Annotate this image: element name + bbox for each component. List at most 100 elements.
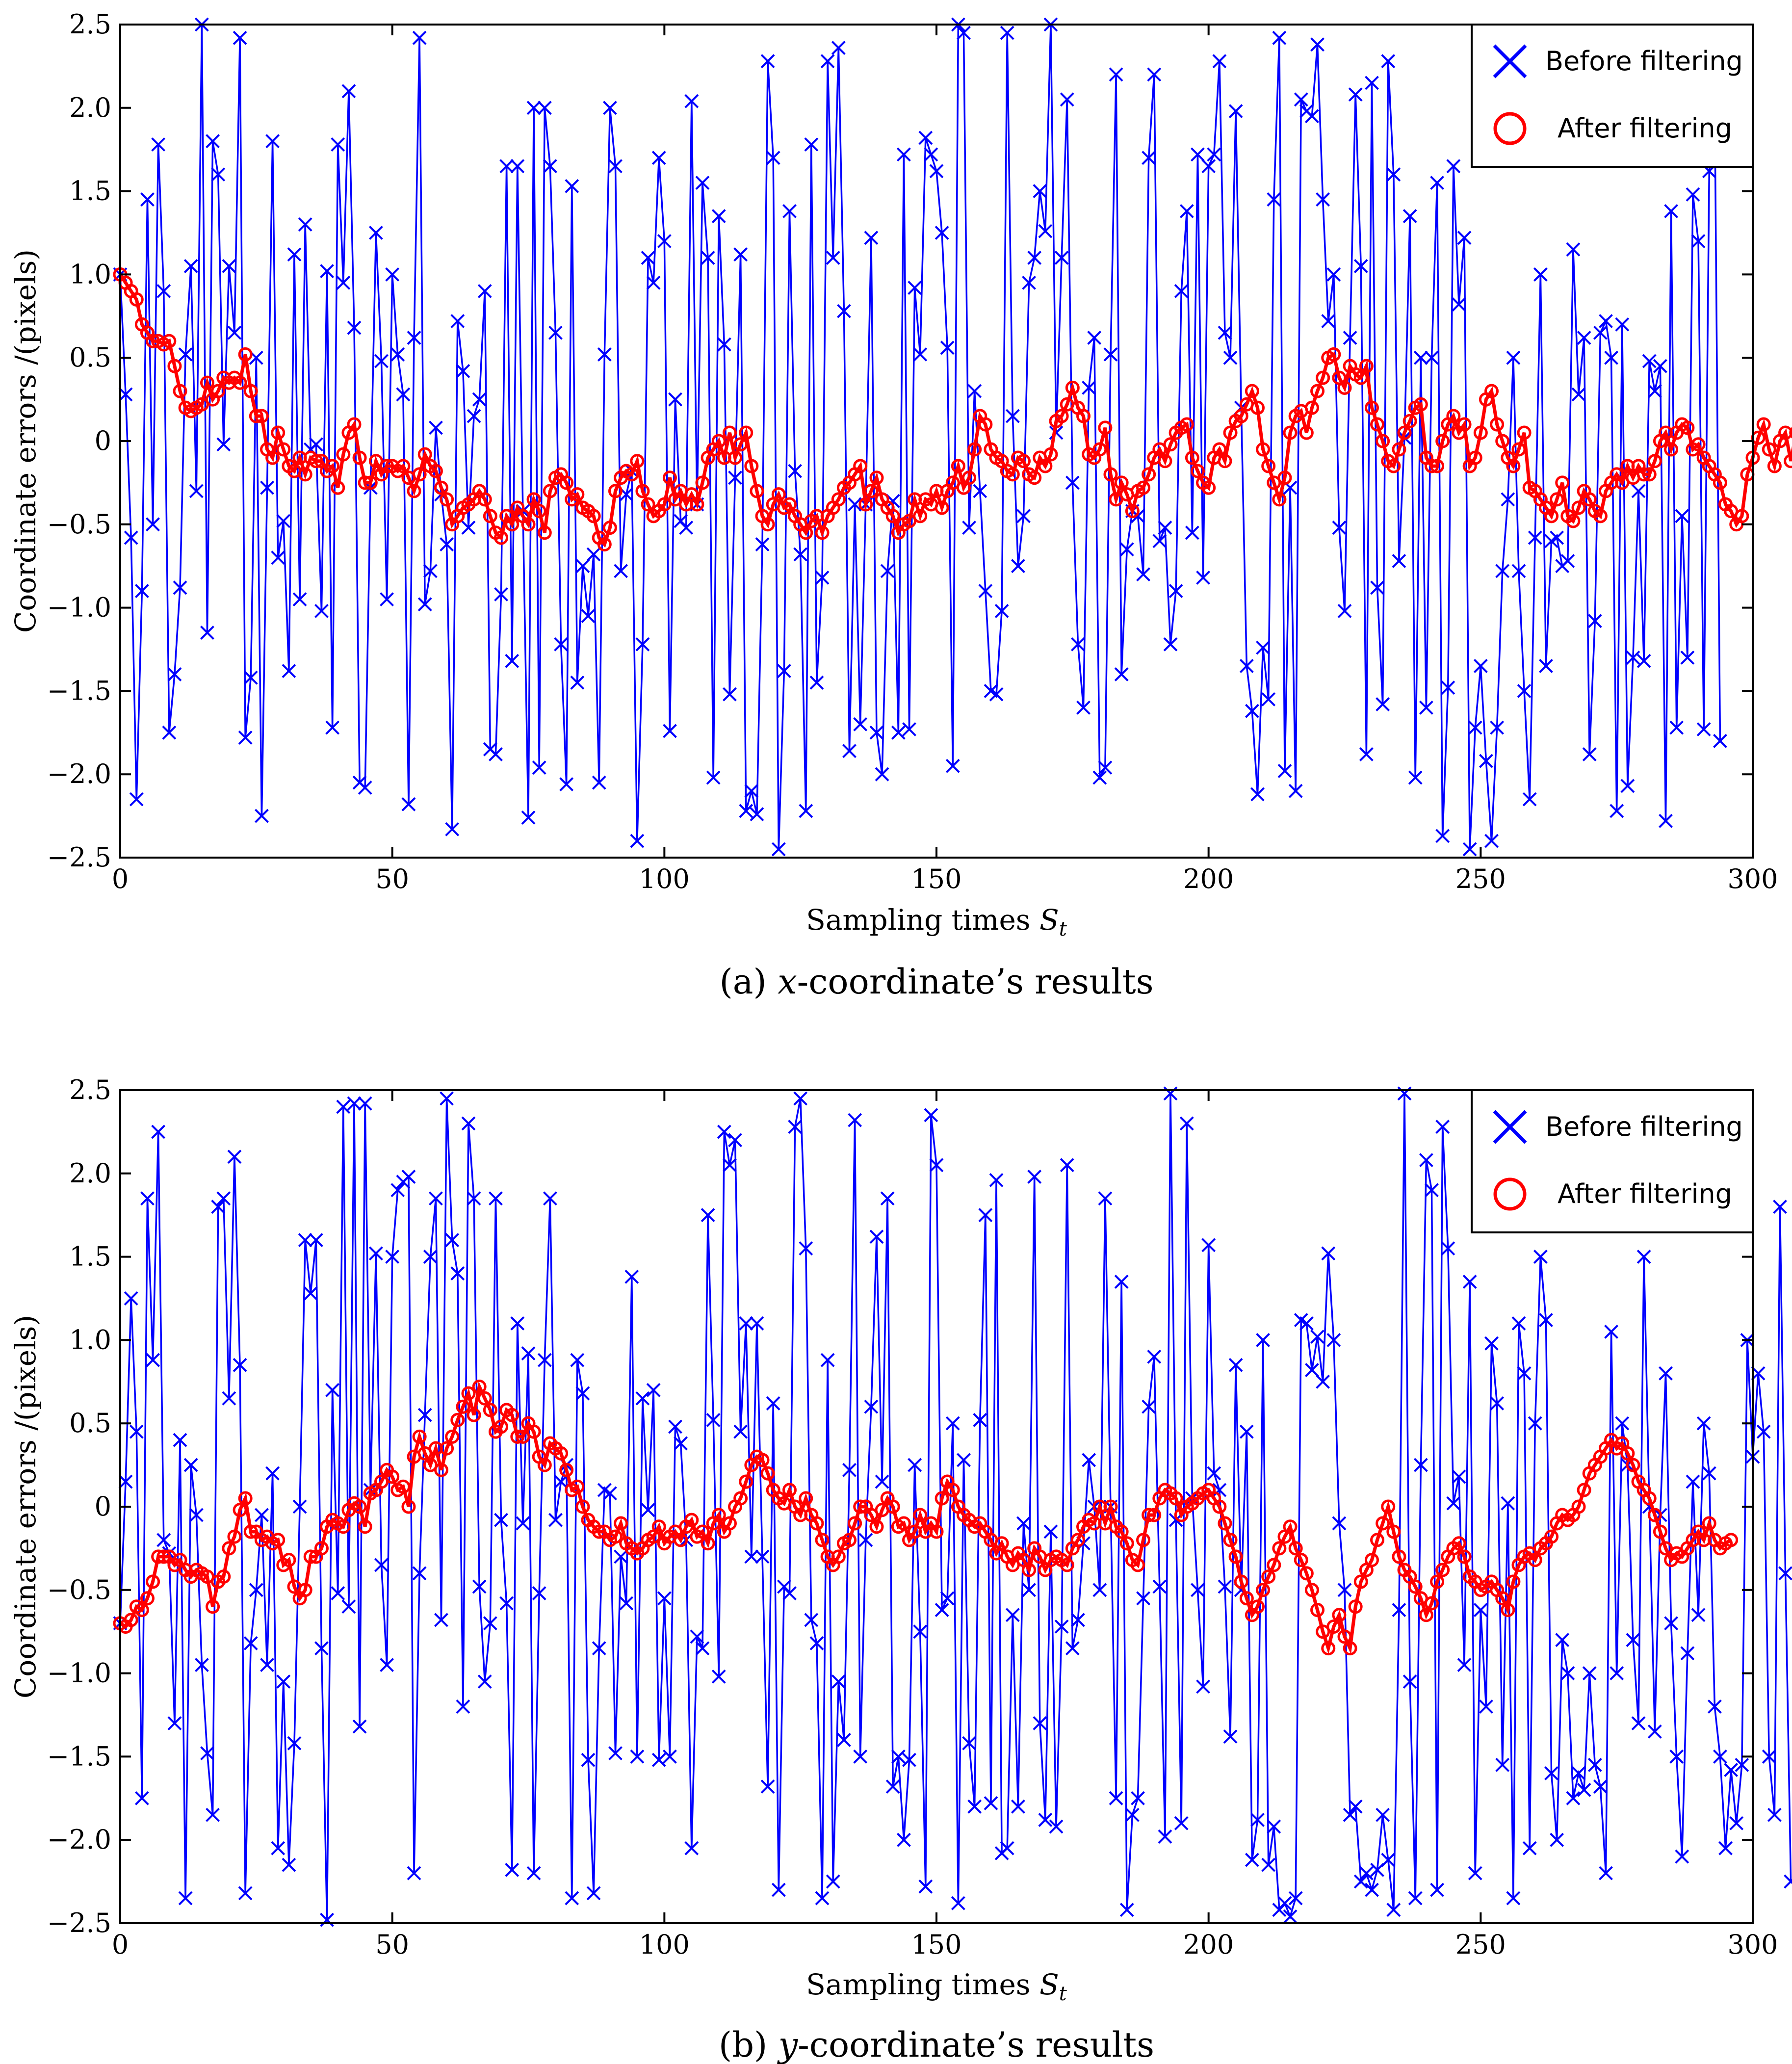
after-filtering-point [1022, 1563, 1037, 1577]
before-filtering-point [1702, 1466, 1716, 1481]
after-filtering-point [597, 537, 612, 552]
before-filtering-point [1686, 1474, 1700, 1489]
before-filtering-point [728, 1133, 742, 1148]
after-filtering-point [935, 500, 949, 515]
before-filtering-point [1501, 492, 1515, 507]
after-filtering-point [662, 470, 677, 485]
before-filtering-point [1250, 1813, 1265, 1827]
after-filtering-point [167, 359, 182, 373]
before-filtering-point [1669, 720, 1684, 735]
before-filtering-point [1179, 1116, 1194, 1131]
before-filtering-point [793, 1091, 808, 1106]
before-filtering-point [1430, 176, 1445, 190]
before-filtering-point [1000, 1841, 1014, 1855]
before-filtering-point [1005, 409, 1020, 423]
after-filtering-point [1130, 1558, 1145, 1572]
before-filtering-point [1408, 770, 1423, 785]
before-filtering-point [358, 780, 372, 795]
before-filtering-point [206, 134, 220, 149]
before-filtering-point [255, 1508, 269, 1522]
after-filtering-point [711, 1508, 726, 1522]
before-filtering-point [799, 804, 813, 818]
after-filtering-point [1142, 1508, 1156, 1522]
before-filtering-point [1054, 1620, 1069, 1634]
after-filtering-point [1332, 1608, 1347, 1622]
after-filtering-point [526, 492, 541, 507]
before-filtering-point [945, 758, 960, 773]
after-filtering-point [733, 1491, 748, 1506]
before-filtering-point [183, 1458, 198, 1472]
before-filtering-point [717, 337, 731, 352]
before-filtering-point [695, 176, 710, 190]
before-filtering-point [287, 247, 302, 262]
before-filtering-point [1267, 192, 1281, 207]
before-filtering-point [1310, 1330, 1325, 1344]
before-filtering-point [848, 1113, 862, 1127]
y-tick-label: −2.5 [47, 842, 111, 873]
before-filtering-point [723, 687, 737, 702]
before-filtering-point [118, 1474, 133, 1489]
before-filtering-point [325, 720, 340, 735]
after-filtering-point [1392, 442, 1406, 457]
after-filtering-point [695, 475, 710, 490]
before-filtering-point [118, 387, 133, 402]
before-filtering-point [1376, 697, 1390, 711]
before-filtering-point [483, 1616, 497, 1631]
after-filtering-point [1272, 492, 1287, 507]
after-filtering-point [265, 450, 280, 465]
before-filtering-point [641, 1503, 655, 1517]
before-filtering-point [1245, 1853, 1259, 1867]
before-filtering-point [608, 159, 623, 174]
before-filtering-point [407, 331, 421, 345]
before-filtering-point [428, 1191, 443, 1206]
before-filtering-point [200, 1746, 214, 1761]
after-filtering-point [1158, 454, 1172, 469]
before-filtering-point [1163, 637, 1178, 652]
after-filtering-point [1310, 384, 1325, 398]
after-filtering-point [1353, 370, 1368, 385]
caption-text: -coordinate’s results [797, 962, 1154, 1002]
before-filtering-point [891, 725, 906, 740]
before-filtering-point [489, 747, 503, 761]
legend-label-after: After filtering [1558, 1178, 1732, 1209]
x-tick-label: 0 [112, 863, 129, 894]
after-filtering-point [417, 447, 432, 462]
before-filtering-point [1109, 67, 1123, 82]
before-filtering-point [303, 1286, 318, 1301]
after-filtering-point [521, 517, 536, 532]
before-filtering-point [1136, 567, 1150, 582]
before-filtering-point [1119, 1903, 1134, 1917]
before-filtering-point [206, 1807, 220, 1822]
after-filtering-point [1664, 442, 1679, 457]
before-filtering-point [641, 251, 655, 265]
after-filtering-point [1223, 1533, 1238, 1547]
before-filtering-point [575, 559, 590, 574]
after-filtering-point [1256, 442, 1271, 457]
before-filtering-point [505, 653, 519, 668]
before-filtering-point [1228, 1358, 1243, 1372]
before-filtering-point [1207, 1466, 1221, 1481]
after-filtering-point [1495, 434, 1510, 448]
y-tick-label: 1.0 [69, 1324, 111, 1355]
y-axis-label: Coordinate errors /(pixels) [9, 1315, 42, 1698]
after-filtering-point [1680, 420, 1695, 435]
before-filtering-point [836, 1733, 851, 1747]
before-filtering-point [1381, 54, 1396, 69]
after-filtering-point [510, 1429, 525, 1444]
before-filtering-point [723, 1158, 737, 1173]
before-filtering-point [602, 1486, 617, 1501]
after-filtering-point [243, 1524, 258, 1539]
before-filtering-point [1370, 580, 1384, 595]
legend-box [1471, 24, 1754, 168]
after-filtering-point [962, 470, 977, 485]
before-filtering-point [619, 1596, 634, 1611]
before-filtering-point [1659, 813, 1673, 828]
before-filtering-point [211, 1200, 226, 1214]
before-filtering-point [1626, 1633, 1640, 1647]
before-filtering-point [973, 484, 987, 498]
before-filtering-point [352, 1719, 367, 1734]
after-filtering-point [1653, 1524, 1667, 1539]
after-filtering-point [1027, 470, 1042, 485]
x-tick-label: 0 [112, 1929, 129, 1960]
after-filtering-point [815, 525, 830, 540]
